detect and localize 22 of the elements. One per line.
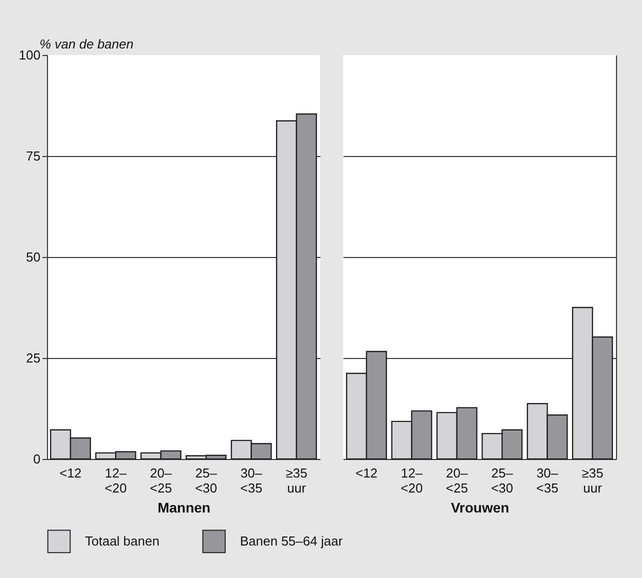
y-tick-label: 75 [26,148,40,164]
y-tick-label: 100 [18,48,40,62]
x-axis-title: Vrouwen [450,500,510,516]
y-tick-label: 50 [26,250,40,264]
x-tick-label: 12– <20 [104,466,128,496]
legend-label: Totaal banen [85,533,160,548]
x-tick-label: 25– <30 [195,466,218,496]
x-tick-label: 20– <25 [150,466,173,496]
legend-label: Banen 55–64 jaar [240,533,344,548]
x-tick-label: 30– <35 [240,466,263,496]
x-tick-label: 30– <35 [536,466,559,496]
x-tick-label: ≥35 uur [286,466,308,496]
x-tick-label: ≥35 uur [582,466,604,496]
x-tick-label: 25– <30 [491,466,514,496]
x-axis-title: Mannen [158,500,210,516]
y-axis-title: % van de banen [40,36,134,52]
x-tick-label: <12 [59,466,82,480]
x-tick-label: <12 [355,466,378,480]
x-tick-label: 12– <20 [400,466,424,496]
y-tick-label: 0 [33,452,40,466]
y-tick-label: 25 [26,350,40,366]
x-tick-label: 20– <25 [446,466,469,496]
